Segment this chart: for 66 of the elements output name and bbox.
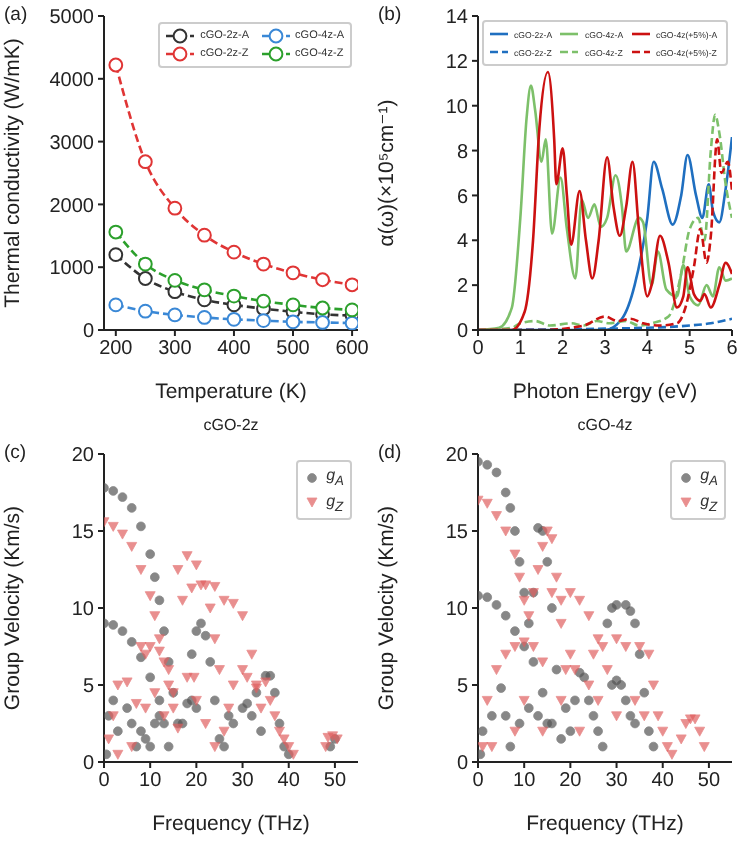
y-tick-label: 14 xyxy=(445,7,469,30)
x-axis-title: Photon Energy (eV) xyxy=(512,380,698,404)
legend-label: g$_{Z}$ xyxy=(700,491,718,515)
x-axis-title: Temperature (K) xyxy=(155,380,307,404)
x-tick-label: 30 xyxy=(605,770,629,793)
y-tick-label: 20 xyxy=(71,445,95,468)
x-tick-label: 0 xyxy=(98,770,111,793)
text: (a) xyxy=(4,4,28,26)
x-tick-label: 10 xyxy=(513,770,537,793)
y-tick-label: 10 xyxy=(445,599,469,622)
y-tick-label: 15 xyxy=(445,522,469,545)
x-tick-label: 1 xyxy=(514,338,527,361)
y-tick-label: 2 xyxy=(456,276,469,299)
x-tick-label: 6 xyxy=(726,338,739,361)
y-tick-label: 2000 xyxy=(49,195,95,218)
y-tick-label: 0 xyxy=(82,753,95,776)
y-tick-label: 8 xyxy=(456,141,469,164)
y-tick-label: 12 xyxy=(445,51,469,74)
chart-title: cGO-2z xyxy=(201,416,261,434)
x-tick-label: 500 xyxy=(276,338,311,361)
legend-label: g$_{Z}$ xyxy=(326,491,344,515)
x-tick-label: 600 xyxy=(335,338,370,361)
y-tick-label: 5000 xyxy=(49,7,95,30)
y-tick-label: 4 xyxy=(456,231,469,254)
y-tick-label: 15 xyxy=(71,522,95,545)
x-tick-label: 50 xyxy=(323,770,347,793)
x-tick-label: 40 xyxy=(651,770,675,793)
x-tick-label: 50 xyxy=(697,770,721,793)
legend-label: g$_{A}$ xyxy=(700,466,718,490)
y-axis-title: Group Velocity (Km/s) xyxy=(375,505,400,711)
x-tick-label: 300 xyxy=(158,338,193,361)
y-tick-label: 20 xyxy=(445,445,469,468)
y-tick-label: 3000 xyxy=(49,132,95,155)
y-tick-label: 0 xyxy=(456,753,469,776)
text: (c) xyxy=(4,442,27,464)
y-tick-label: 6 xyxy=(456,186,469,209)
x-axis-title: Frequency (THz) xyxy=(152,812,310,836)
y-tick-label: 10 xyxy=(445,96,469,119)
y-tick-label: 5 xyxy=(456,676,469,699)
x-tick-label: 10 xyxy=(139,770,163,793)
x-tick-label: 20 xyxy=(185,770,209,793)
x-tick-label: 3 xyxy=(599,338,612,361)
y-tick-label: 0 xyxy=(82,321,95,344)
y-tick-label: 5 xyxy=(82,676,95,699)
text: (d) xyxy=(378,442,402,464)
legend-label: g$_{A}$ xyxy=(326,466,344,490)
x-tick-label: 30 xyxy=(231,770,255,793)
x-tick-label: 40 xyxy=(277,770,301,793)
y-tick-label: 0 xyxy=(456,321,469,344)
x-tick-label: 4 xyxy=(641,338,654,361)
x-tick-label: 20 xyxy=(559,770,583,793)
x-tick-label: 2 xyxy=(557,338,570,361)
x-tick-label: 0 xyxy=(472,338,485,361)
y-axis-title: Group Velocity (Km/s) xyxy=(1,505,26,711)
x-axis-title: Frequency (THz) xyxy=(526,812,684,836)
x-tick-label: 200 xyxy=(99,338,134,361)
x-tick-label: 5 xyxy=(684,338,697,361)
x-tick-label: 0 xyxy=(472,770,485,793)
text: (b) xyxy=(378,4,402,26)
chart-title: cGO-4z xyxy=(575,416,635,434)
y-tick-label: 4000 xyxy=(49,69,95,92)
y-tick-label: 1000 xyxy=(49,258,95,281)
y-axis-title: Thermal conductivity (W/mK) xyxy=(1,38,26,308)
x-tick-label: 400 xyxy=(217,338,252,361)
y-tick-label: 10 xyxy=(71,599,95,622)
y-axis-title: α(ω)(×10⁵cm⁻¹) xyxy=(375,99,400,247)
